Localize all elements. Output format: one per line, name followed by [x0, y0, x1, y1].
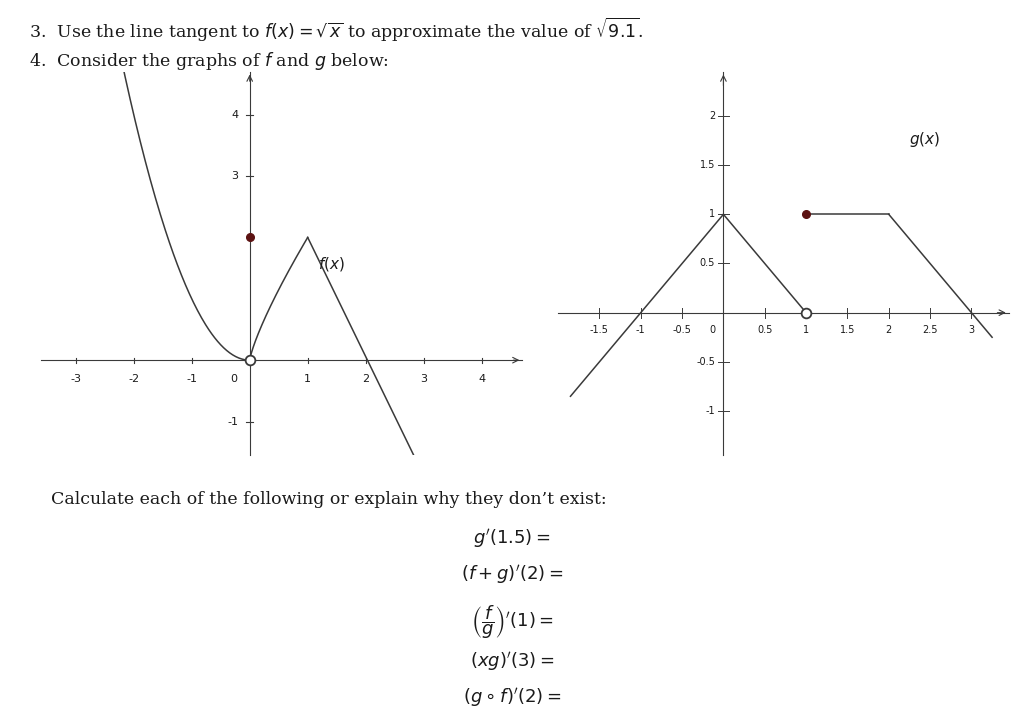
Text: $g(x)$: $g(x)$ [909, 130, 941, 148]
Text: -3: -3 [71, 374, 81, 384]
Text: -1: -1 [706, 406, 715, 416]
Text: -2: -2 [128, 374, 139, 384]
Text: $(g \circ f)'(2) =$: $(g \circ f)'(2) =$ [463, 686, 561, 709]
Text: 4: 4 [478, 374, 485, 384]
Text: -0.5: -0.5 [696, 357, 715, 367]
Text: 0.5: 0.5 [699, 259, 715, 268]
Text: 1.5: 1.5 [699, 160, 715, 170]
Text: 1: 1 [304, 374, 311, 384]
Text: 0: 0 [230, 374, 237, 384]
Text: 3: 3 [231, 171, 239, 181]
Text: $(xg)'(3) =$: $(xg)'(3) =$ [470, 650, 554, 673]
Text: 2: 2 [886, 326, 892, 336]
Text: 1: 1 [803, 326, 809, 336]
Text: $\left(\dfrac{f}{g}\right)'(1) =$: $\left(\dfrac{f}{g}\right)'(1) =$ [471, 604, 553, 641]
Text: 2.5: 2.5 [923, 326, 938, 336]
Text: 3.  Use the line tangent to $f(x) = \sqrt{x}$ to approximate the value of $\sqrt: 3. Use the line tangent to $f(x) = \sqrt… [29, 16, 643, 44]
Text: $(f + g)'(2) =$: $(f + g)'(2) =$ [461, 563, 563, 586]
Text: 1.5: 1.5 [840, 326, 855, 336]
Text: -1: -1 [227, 417, 239, 427]
Text: Calculate each of the following or explain why they don’t exist:: Calculate each of the following or expla… [51, 491, 607, 508]
Text: $g'(1.5) =$: $g'(1.5) =$ [473, 527, 551, 550]
Text: 0.5: 0.5 [757, 326, 772, 336]
Text: 2: 2 [709, 111, 715, 121]
Text: -1: -1 [186, 374, 198, 384]
Text: 0: 0 [709, 326, 715, 336]
Text: -1.5: -1.5 [590, 326, 609, 336]
Text: 1: 1 [709, 209, 715, 219]
Text: 3: 3 [420, 374, 427, 384]
Text: 3: 3 [969, 326, 975, 336]
Text: -1: -1 [636, 326, 645, 336]
Text: 4.  Consider the graphs of $f$ and $g$ below:: 4. Consider the graphs of $f$ and $g$ be… [29, 50, 388, 72]
Text: 4: 4 [231, 110, 239, 120]
Text: -0.5: -0.5 [673, 326, 691, 336]
Text: 2: 2 [362, 374, 370, 384]
Text: $f(x)$: $f(x)$ [318, 255, 345, 272]
